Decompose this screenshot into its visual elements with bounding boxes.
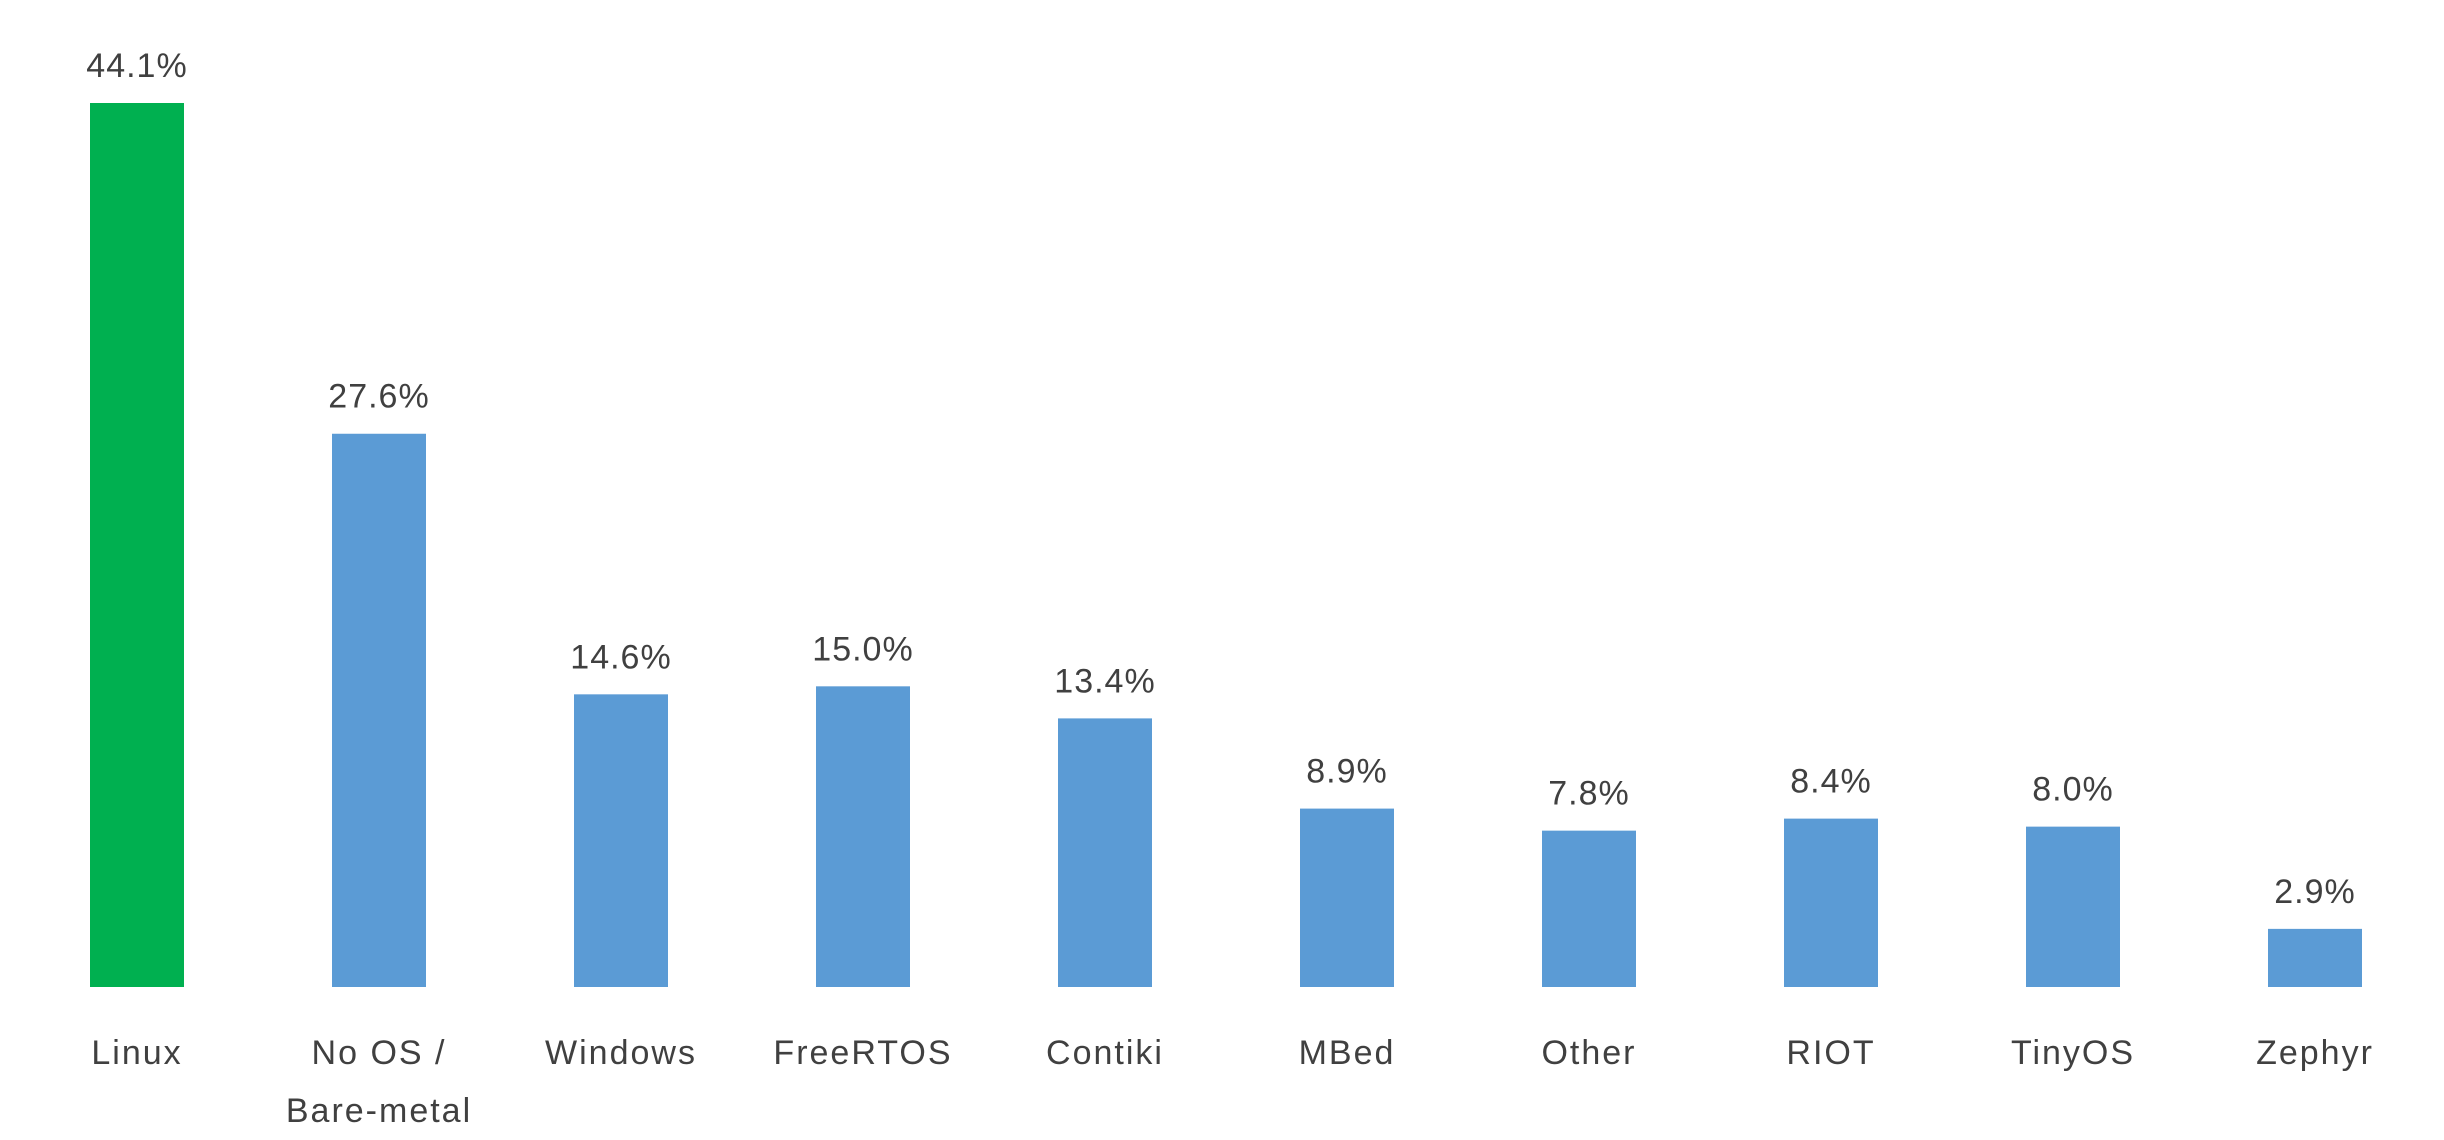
- category-label-line: TinyOS: [2011, 1034, 2135, 1072]
- category-label-line: Windows: [545, 1034, 697, 1072]
- category-label-tinyos: TinyOS: [2011, 1034, 2135, 1072]
- bar-freertos: [816, 686, 910, 987]
- category-label-linux: Linux: [91, 1034, 182, 1072]
- value-label-linux: 44.1%: [86, 47, 187, 85]
- category-label-line: Contiki: [1046, 1034, 1164, 1072]
- bars-group: [90, 103, 2362, 987]
- bar-tinyos: [2026, 826, 2120, 987]
- category-label-line: Linux: [91, 1034, 182, 1072]
- category-label-freertos: FreeRTOS: [773, 1034, 952, 1072]
- category-label-no-os-bare-metal: No OS / Bare-metal: [286, 1034, 472, 1130]
- category-label-line: FreeRTOS: [773, 1034, 952, 1072]
- value-label-no-os-bare-metal: 27.6%: [328, 378, 429, 416]
- value-label-contiki: 13.4%: [1054, 662, 1155, 700]
- category-label-line: Other: [1541, 1034, 1636, 1072]
- bar-other: [1542, 830, 1636, 987]
- category-labels-group: Linux No OS / Bare-metal Windows FreeRTOS Con…: [91, 1034, 2374, 1130]
- category-label-mbed: MBed: [1299, 1034, 1396, 1072]
- bar-linux: [90, 103, 184, 987]
- bar-zephyr: [2268, 928, 2362, 987]
- category-label-line: MBed: [1299, 1034, 1396, 1072]
- bar-contiki: [1058, 718, 1152, 987]
- category-label-contiki: Contiki: [1046, 1034, 1164, 1072]
- value-label-tinyos: 8.0%: [2032, 771, 2114, 809]
- value-label-zephyr: 2.9%: [2274, 873, 2356, 911]
- value-label-freertos: 15.0%: [812, 630, 913, 668]
- value-label-windows: 14.6%: [570, 638, 671, 676]
- category-label-line: No OS /: [312, 1034, 447, 1072]
- category-label-windows: Windows: [545, 1034, 697, 1072]
- bar-no-os-bare-metal: [332, 433, 426, 987]
- category-label-line: RIOT: [1786, 1034, 1875, 1072]
- value-label-riot: 8.4%: [1790, 763, 1872, 801]
- bar-mbed: [1300, 808, 1394, 987]
- bar-riot: [1784, 818, 1878, 987]
- bar-windows: [574, 694, 668, 987]
- value-labels-group: 44.1% 27.6% 14.6% 15.0% 13.4% 8.9% 7.8% 8.4% 8.0…: [86, 47, 2356, 911]
- category-label-other: Other: [1541, 1034, 1636, 1072]
- category-label-zephyr: Zephyr: [2256, 1034, 2374, 1072]
- category-label-riot: RIOT: [1786, 1034, 1875, 1072]
- category-label-line: Bare-metal: [286, 1092, 472, 1130]
- value-label-mbed: 8.9%: [1306, 753, 1388, 791]
- category-label-line: Zephyr: [2256, 1034, 2374, 1072]
- value-label-other: 7.8%: [1548, 775, 1630, 813]
